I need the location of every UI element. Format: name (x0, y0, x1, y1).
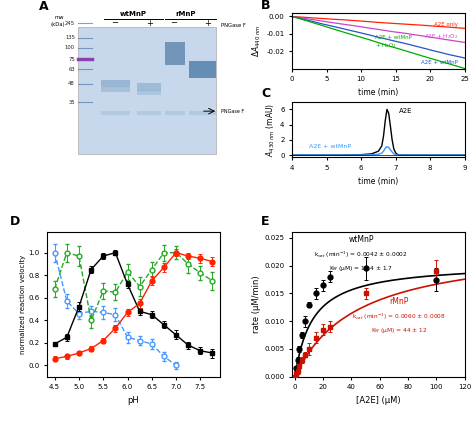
Text: 75: 75 (68, 57, 75, 61)
Text: +: + (204, 19, 211, 28)
Text: B: B (261, 0, 271, 12)
Text: PNGase F: PNGase F (221, 23, 246, 29)
X-axis label: [A2E] (μM): [A2E] (μM) (356, 396, 401, 405)
Text: k$_{cat}$ (min$^{-1}$) = 0.0060 ± 0.0008: k$_{cat}$ (min$^{-1}$) = 0.0060 ± 0.0008 (352, 312, 446, 322)
Text: (kDa): (kDa) (51, 22, 65, 27)
Text: A2E + wtMnP: A2E + wtMnP (310, 144, 351, 149)
Bar (164, 111, 185, 115)
Text: A: A (39, 0, 48, 13)
Text: k$_{cat}$ (min$^{-1}$) = 0.0042 ± 0.0002: k$_{cat}$ (min$^{-1}$) = 0.0042 ± 0.0002 (314, 250, 408, 260)
Text: D: D (9, 215, 20, 228)
Bar (101, 111, 130, 115)
Y-axis label: $A_{430\ nm}$ (mAU): $A_{430\ nm}$ (mAU) (265, 102, 277, 157)
Text: C: C (261, 87, 270, 100)
Bar (164, 42, 185, 65)
Text: −: − (170, 19, 177, 28)
X-axis label: time (min): time (min) (358, 88, 399, 97)
Text: 48: 48 (68, 81, 75, 86)
Text: −: − (111, 19, 118, 28)
Text: K$_M$ (μM) = 12.4 ± 1.7: K$_M$ (μM) = 12.4 ± 1.7 (329, 264, 393, 273)
Text: rMnP: rMnP (389, 297, 409, 306)
Y-axis label: normalized reaction velocity: normalized reaction velocity (20, 255, 26, 354)
Text: A2E only: A2E only (434, 22, 457, 26)
Text: PNGase F: PNGase F (221, 109, 245, 113)
Bar (189, 61, 216, 78)
Bar (137, 111, 161, 115)
Bar (101, 87, 130, 92)
Text: 63: 63 (68, 67, 75, 72)
Text: K$_M$ (μM) = 44 ± 12: K$_M$ (μM) = 44 ± 12 (371, 326, 427, 335)
Bar (101, 80, 130, 87)
Text: A2E: A2E (399, 108, 412, 114)
Text: 100: 100 (65, 45, 75, 50)
Text: 135: 135 (65, 35, 75, 40)
Text: 245: 245 (65, 21, 75, 26)
Text: wtMnP: wtMnP (120, 11, 147, 17)
Text: E: E (261, 215, 270, 228)
Text: +: + (146, 19, 153, 28)
Bar (137, 83, 161, 91)
Text: A2E + wtMnP
+ H$_2$O$_2$: A2E + wtMnP + H$_2$O$_2$ (375, 35, 412, 50)
Y-axis label: $\Delta A_{440\ nm}$: $\Delta A_{440\ nm}$ (251, 24, 264, 57)
Bar (137, 90, 161, 94)
X-axis label: pH: pH (128, 396, 139, 405)
Text: A2E + wtMnP: A2E + wtMnP (421, 60, 457, 65)
Text: mw: mw (55, 15, 64, 20)
X-axis label: time (min): time (min) (358, 177, 399, 185)
Text: 35: 35 (68, 100, 75, 105)
Bar (189, 111, 216, 115)
Text: A2E + H$_2$O$_2$: A2E + H$_2$O$_2$ (424, 32, 457, 41)
FancyBboxPatch shape (78, 27, 216, 155)
Y-axis label: rate (μM/min): rate (μM/min) (253, 276, 262, 333)
Text: rMnP: rMnP (175, 11, 196, 17)
Text: wtMnP: wtMnP (348, 235, 374, 244)
